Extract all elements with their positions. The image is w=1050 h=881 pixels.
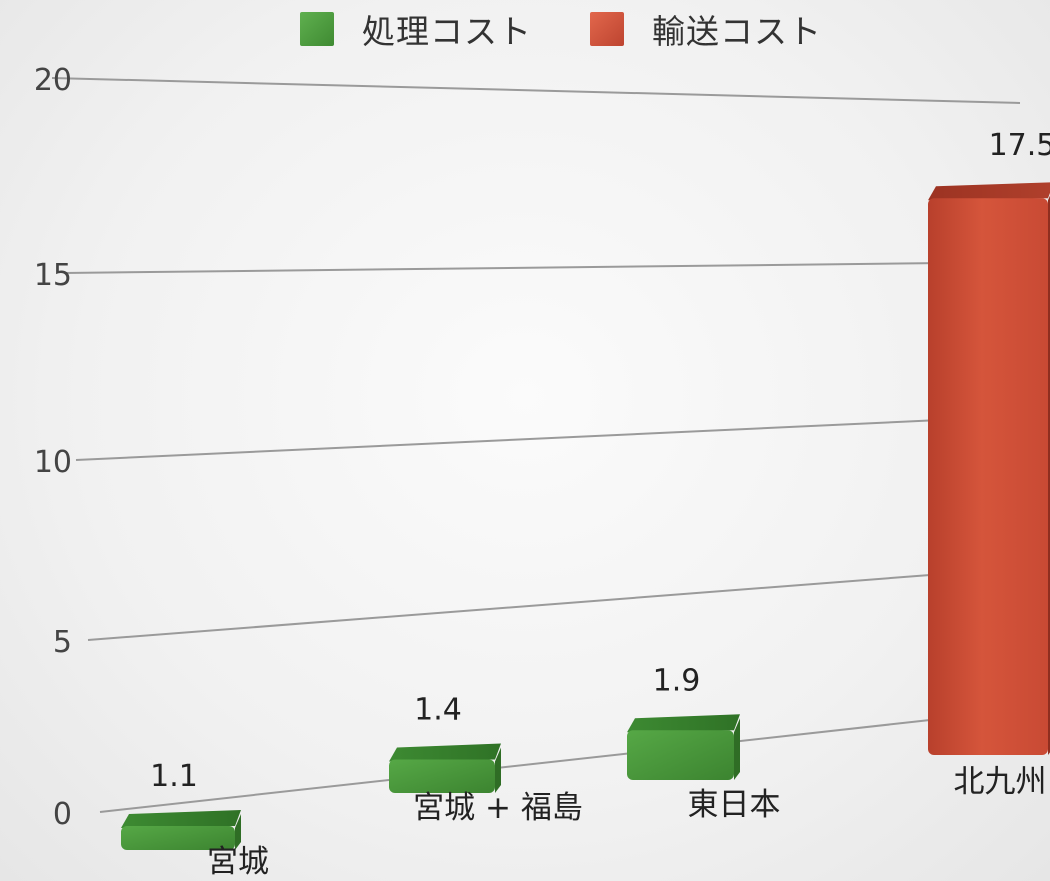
legend-label-transport-cost: 輸送コスト xyxy=(652,12,822,51)
bar-front xyxy=(627,730,734,780)
legend-swatch-green xyxy=(300,12,334,46)
data-label: 1.9 xyxy=(653,663,701,698)
y-tick-label: 15 xyxy=(34,258,72,293)
x-tick-label: 宮城 xyxy=(207,844,269,880)
legend-item-processing-cost: 処理コスト xyxy=(300,5,532,53)
bar-top xyxy=(389,743,501,762)
bar-side xyxy=(235,814,241,850)
legend-swatch-red xyxy=(590,12,624,46)
bar-front xyxy=(928,198,1048,755)
bar-top xyxy=(627,714,740,733)
grid-line xyxy=(99,719,931,813)
bar-1 xyxy=(121,810,241,850)
y-tick-label: 20 xyxy=(34,63,72,98)
grid-line xyxy=(63,262,946,274)
grid-line xyxy=(75,419,941,461)
y-tick-label: 0 xyxy=(53,797,72,832)
y-tick-label: 10 xyxy=(34,445,72,480)
bar-front xyxy=(389,759,495,793)
bar-top xyxy=(121,810,241,828)
x-tick-label: 東日本 xyxy=(688,787,781,823)
x-tick-label: 北九州 xyxy=(954,764,1047,800)
x-tick-label: 宮城 + 福島 xyxy=(413,790,583,826)
grid-lines xyxy=(51,77,1021,813)
legend-label-processing-cost: 処理コスト xyxy=(362,12,532,51)
data-label: 17.5 xyxy=(989,128,1050,163)
x-axis-labels: 宮城 宮城 + 福島 東日本 北九州 xyxy=(207,764,1047,880)
bar-side xyxy=(734,718,740,780)
legend-item-transport-cost: 輸送コスト xyxy=(590,5,822,53)
y-tick-label: 5 xyxy=(53,625,72,660)
bar-top xyxy=(928,182,1050,201)
legend: 処理コスト 輸送コスト xyxy=(300,6,880,52)
bar-2 xyxy=(389,743,501,793)
bar-4 xyxy=(928,182,1050,755)
data-label: 1.4 xyxy=(414,693,462,728)
grid-line xyxy=(87,574,931,641)
data-label: 1.1 xyxy=(150,759,198,794)
bar-side xyxy=(495,747,501,793)
bars: 1.1 1.4 1.9 17.5 xyxy=(121,128,1050,850)
bar-front xyxy=(121,826,235,850)
bar-3 xyxy=(627,714,740,780)
y-axis-ticks: 0 5 10 15 20 xyxy=(34,63,72,832)
grid-line xyxy=(51,77,1021,104)
